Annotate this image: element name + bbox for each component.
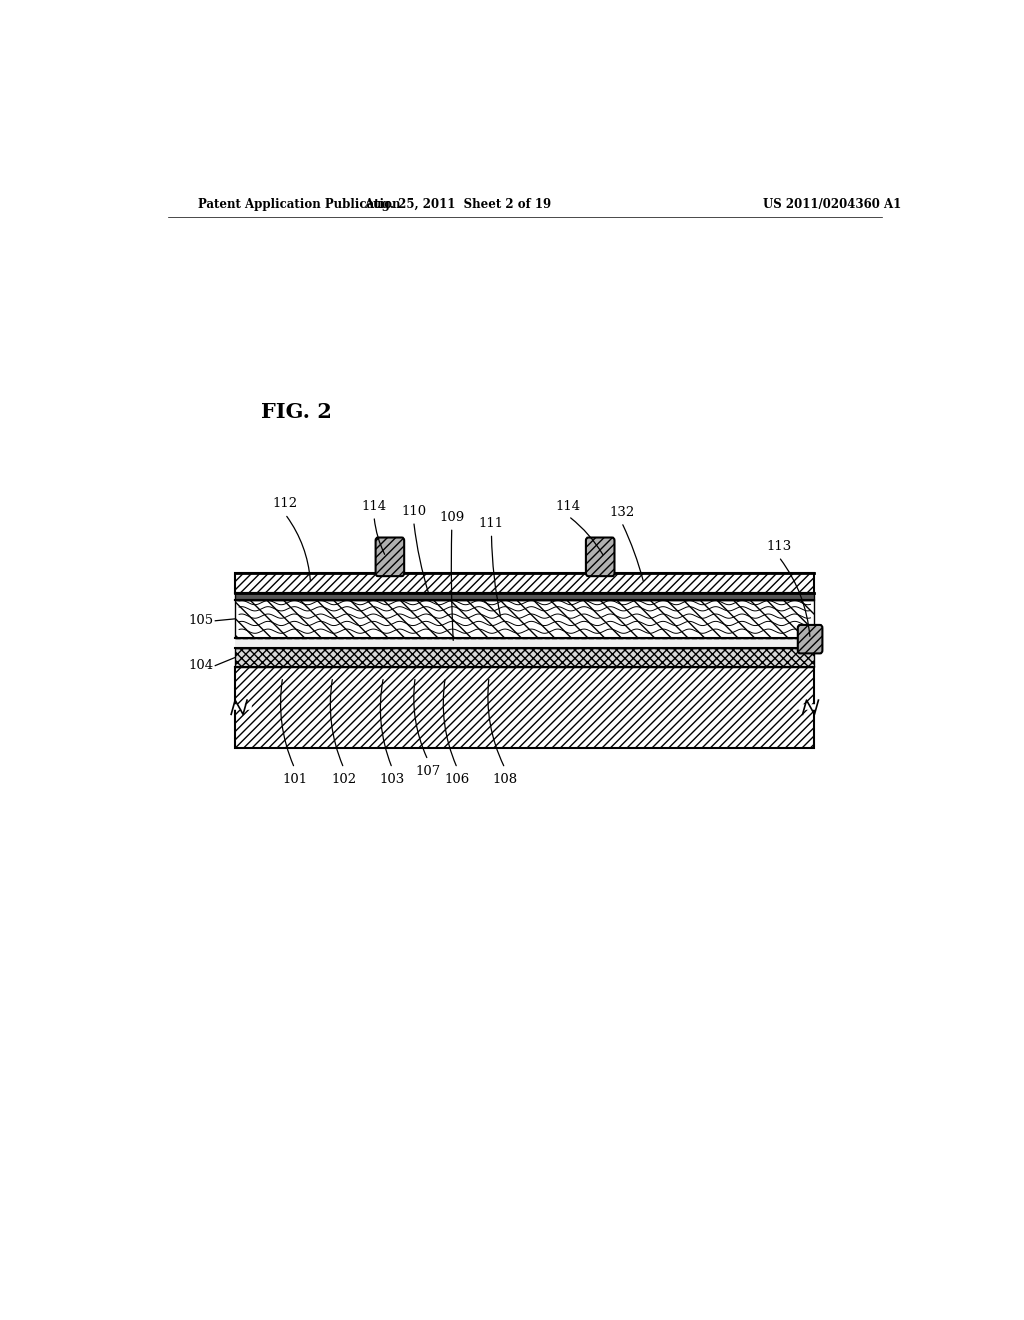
FancyBboxPatch shape: [376, 537, 404, 576]
Bar: [236, 648, 814, 667]
Text: US 2011/0204360 A1: US 2011/0204360 A1: [763, 198, 901, 211]
Text: 103: 103: [380, 774, 404, 787]
Bar: [236, 648, 814, 667]
Text: 109: 109: [439, 511, 465, 524]
Bar: [236, 594, 814, 599]
Bar: [236, 667, 814, 748]
Text: 108: 108: [493, 774, 517, 787]
Text: 106: 106: [444, 774, 470, 787]
Text: 114: 114: [361, 499, 387, 512]
Text: 102: 102: [332, 774, 356, 787]
Text: 113: 113: [766, 540, 792, 553]
Bar: [236, 573, 814, 594]
Text: 101: 101: [282, 774, 307, 787]
Text: 107: 107: [416, 766, 440, 779]
Bar: [236, 667, 814, 748]
Text: 132: 132: [609, 506, 634, 519]
FancyBboxPatch shape: [798, 624, 822, 653]
Text: Patent Application Publication: Patent Application Publication: [198, 198, 400, 211]
Text: Aug. 25, 2011  Sheet 2 of 19: Aug. 25, 2011 Sheet 2 of 19: [364, 198, 551, 211]
Text: FIG. 2: FIG. 2: [261, 403, 332, 422]
Bar: [236, 638, 814, 648]
Bar: [236, 573, 814, 594]
Text: 114: 114: [556, 499, 581, 512]
Text: 111: 111: [479, 517, 504, 529]
Text: 110: 110: [401, 504, 426, 517]
Bar: [236, 599, 814, 638]
Text: 104: 104: [188, 659, 214, 672]
Bar: [236, 599, 814, 638]
FancyBboxPatch shape: [586, 537, 614, 576]
Text: 112: 112: [272, 498, 298, 511]
Text: 105: 105: [188, 614, 214, 627]
